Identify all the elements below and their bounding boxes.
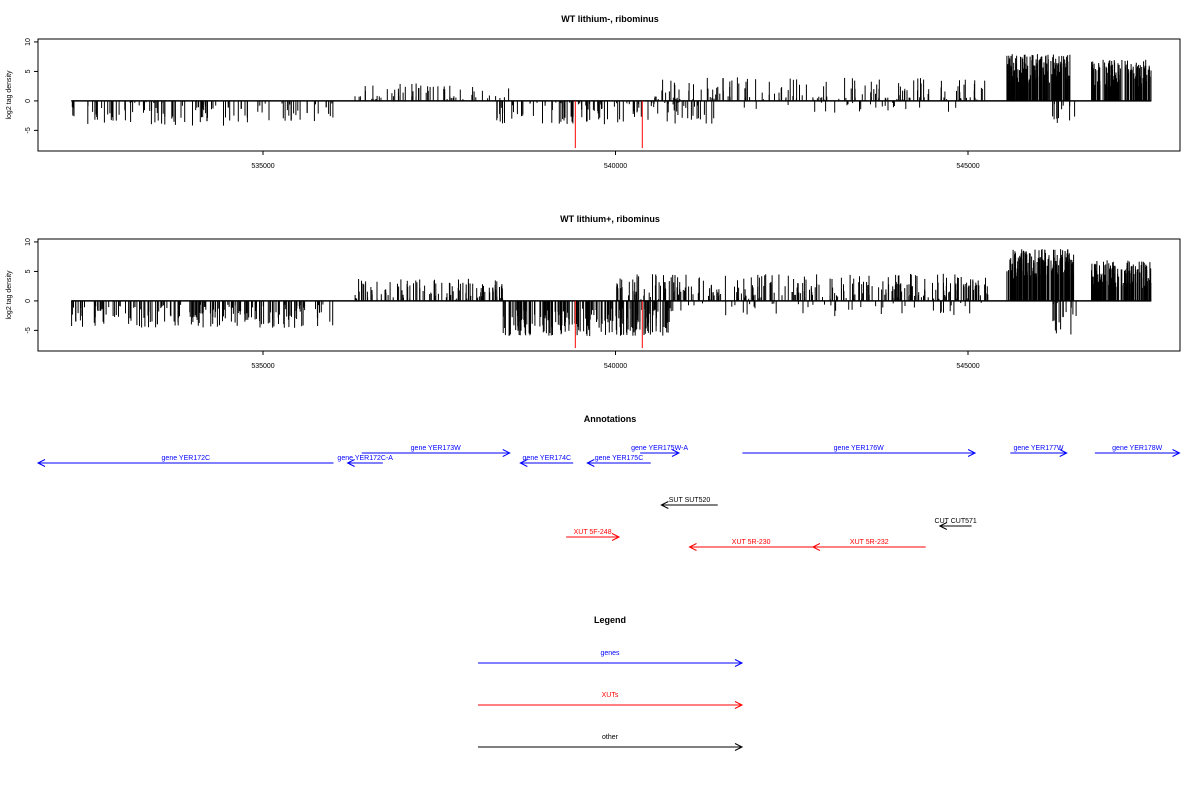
feature-label: gene YER177W xyxy=(1013,445,1063,452)
legend-label: other xyxy=(602,734,619,741)
y-tick-label: -5 xyxy=(25,327,32,333)
y-axis-label: log2 tag density xyxy=(6,270,13,320)
feature-label: SUT SUT520 xyxy=(669,497,711,504)
feature-label: CUT CUT571 xyxy=(935,518,977,525)
feature-arrowhead xyxy=(1172,449,1181,457)
legend-arrowhead xyxy=(734,659,744,667)
feature-label: gene YER172C-A xyxy=(337,455,393,462)
feature-arrowhead xyxy=(36,459,46,467)
legend-title: Legend xyxy=(594,615,626,625)
legend-arrowhead xyxy=(734,701,744,709)
plot-frame xyxy=(37,238,1181,352)
feature-label: gene YER176W xyxy=(834,445,884,452)
y-axis-label: log2 tag density xyxy=(6,70,13,120)
track-title: WT lithium+, ribominus xyxy=(560,214,660,224)
legend-arrowhead xyxy=(734,743,744,751)
y-tick-label: 0 xyxy=(25,299,32,303)
plot-frame xyxy=(37,38,1181,152)
feature-arrowhead xyxy=(671,449,681,457)
x-tick-label: 540000 xyxy=(604,163,627,170)
y-tick-label: 5 xyxy=(25,269,32,273)
y-tick-label: -5 xyxy=(25,127,32,133)
track-panel-lithium-plus: WT lithium+, ribominus log2 tag density -5… xyxy=(6,214,1181,370)
track-title: WT lithium-, ribominus xyxy=(561,14,659,24)
feature-arrowhead xyxy=(688,543,697,551)
legend-label: genes xyxy=(600,650,620,657)
feature-arrowhead xyxy=(346,459,355,467)
legend-label: XUTs xyxy=(602,692,619,699)
y-tick-label: 0 xyxy=(25,99,32,103)
feature-arrowhead xyxy=(660,501,669,509)
feature-arrowhead xyxy=(938,522,948,530)
feature-label: XUT 5F-248 xyxy=(574,529,612,536)
track-panel-lithium-minus: WT lithium-, ribominus log2 tag density -5… xyxy=(6,14,1181,170)
annotations-title: Annotations xyxy=(584,414,637,424)
annotations-panel: Annotations gene YER172C gene YER172C-A gen… xyxy=(36,414,1181,551)
legend-panel: Legend genes XUTs other xyxy=(478,615,744,751)
x-tick-label: 545000 xyxy=(956,363,979,370)
feature-label: gene YER175W-A xyxy=(631,445,688,452)
x-tick-label: 535000 xyxy=(251,163,274,170)
feature-label: gene YER175C xyxy=(595,455,644,462)
feature-label: gene YER178W xyxy=(1112,445,1162,452)
density-bars xyxy=(71,249,1152,337)
x-tick-label: 535000 xyxy=(251,363,274,370)
feature-label: gene YER172C xyxy=(162,455,211,462)
x-tick-label: 545000 xyxy=(956,163,979,170)
feature-arrowhead xyxy=(1059,449,1068,457)
feature-arrowhead xyxy=(586,459,595,467)
feature-arrowhead xyxy=(967,449,977,457)
feature-label: gene YER173W xyxy=(411,445,461,452)
feature-label: gene YER174C xyxy=(523,455,572,462)
y-tick-label: 10 xyxy=(25,38,32,46)
y-tick-label: 5 xyxy=(25,69,32,73)
y-tick-label: 10 xyxy=(25,238,32,246)
density-bars xyxy=(71,54,1152,126)
feature-label: XUT 5R-232 xyxy=(850,539,889,546)
feature-arrowhead xyxy=(811,543,821,551)
x-tick-label: 540000 xyxy=(604,363,627,370)
feature-arrowhead xyxy=(611,533,621,541)
feature-arrowhead xyxy=(519,459,528,467)
feature-label: XUT 5R-230 xyxy=(732,539,771,546)
feature-arrowhead xyxy=(502,449,511,457)
